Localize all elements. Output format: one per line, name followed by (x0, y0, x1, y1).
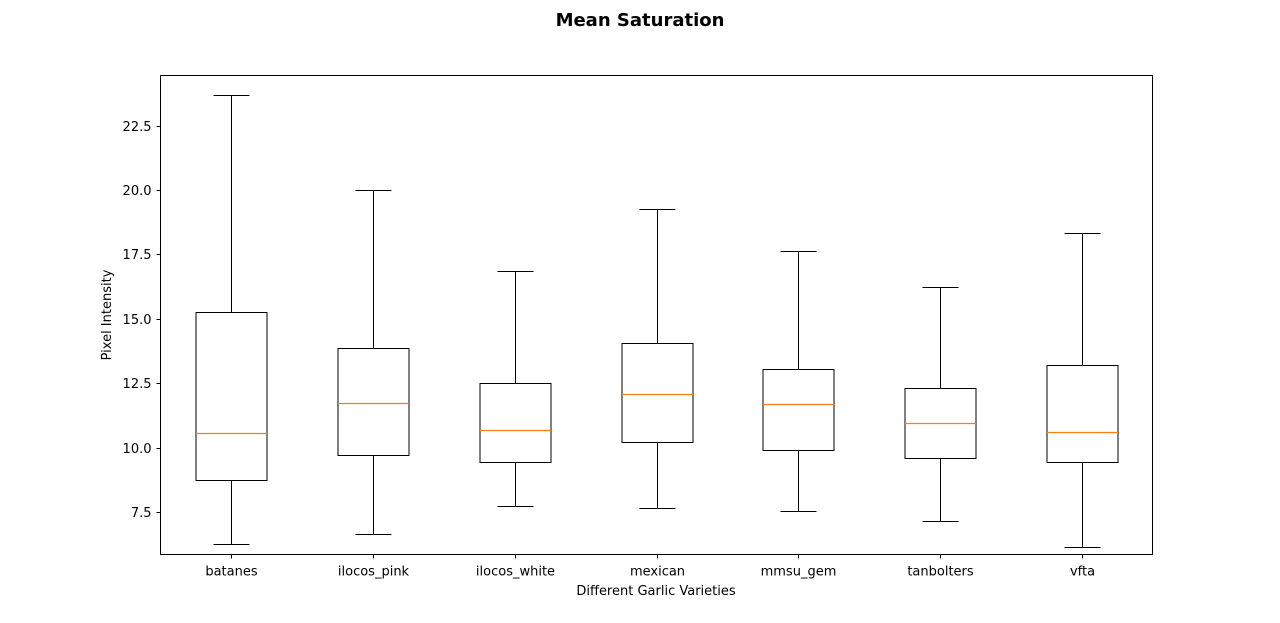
y-tick-label: 7.5 (131, 506, 152, 521)
y-tick-label: 10.0 (123, 442, 152, 457)
box-ilocos_white (479, 271, 552, 507)
y-axis-label: Pixel Intensity (100, 269, 115, 360)
y-tick-label: 12.5 (123, 377, 152, 392)
x-tick-label: vfta (1070, 565, 1095, 580)
chart-title: Mean Saturation (556, 10, 725, 31)
plot-area (195, 95, 1119, 548)
y-tick-label: 17.5 (123, 248, 152, 263)
iqr-box (762, 369, 835, 451)
box-batanes (195, 95, 268, 545)
x-tick-label: mmsu_gem (761, 565, 837, 580)
plot-frame (160, 75, 1153, 555)
x-axis-label: Different Garlic Varieties (576, 584, 736, 599)
x-tick-label: batanes (205, 565, 258, 580)
box-tanbolters (904, 287, 977, 522)
x-tick-label: mexican (630, 565, 685, 580)
box-mexican (621, 209, 694, 509)
iqr-box (479, 383, 552, 463)
iqr-box (621, 343, 694, 443)
box-ilocos_pink (337, 190, 410, 535)
y-tick-label: 22.5 (123, 120, 152, 135)
iqr-box (1046, 365, 1119, 463)
x-tick-label: ilocos_white (476, 565, 555, 580)
box-mmsu_gem (762, 251, 835, 512)
box-vfta (1046, 233, 1119, 548)
y-tick-label: 20.0 (123, 184, 152, 199)
iqr-box (337, 348, 410, 456)
y-tick-label: 15.0 (123, 313, 152, 328)
iqr-box (195, 312, 268, 481)
x-tick-label: ilocos_pink (338, 565, 410, 580)
x-tick-label: tanbolters (907, 565, 974, 580)
